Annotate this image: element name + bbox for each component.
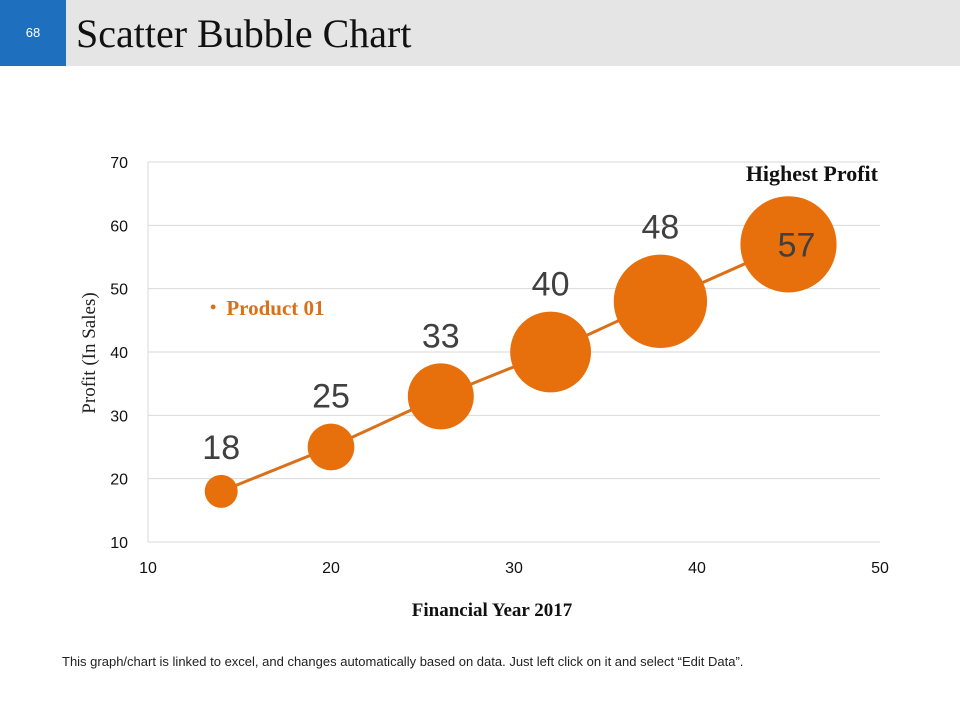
data-labels: 18 25 33 40 48 57 xyxy=(202,209,815,467)
bubble-point xyxy=(407,363,474,430)
page-number: 68 xyxy=(0,0,66,66)
y-tick-label: 70 xyxy=(110,155,128,172)
legend-bullet-icon: • xyxy=(210,297,217,317)
legend-entry: Product 01 xyxy=(226,296,325,320)
bubble-point xyxy=(740,196,837,293)
trend-line xyxy=(220,242,790,493)
y-tick-label: 50 xyxy=(110,282,128,299)
x-tick-label: 40 xyxy=(688,560,706,577)
x-tick-label: 30 xyxy=(505,560,523,577)
data-label: 48 xyxy=(641,209,679,247)
bubble-point xyxy=(307,423,355,471)
legend: • Product 01 xyxy=(210,296,325,321)
x-tick-label: 20 xyxy=(322,560,340,577)
y-tick-label: 30 xyxy=(110,408,128,425)
data-label: 18 xyxy=(202,429,240,467)
y-axis-label: Profit (In Sales) xyxy=(79,292,100,414)
y-tick-label: 40 xyxy=(110,345,128,362)
data-label: 25 xyxy=(312,378,350,416)
footnote: This graph/chart is linked to excel, and… xyxy=(62,654,744,669)
x-tick-label: 10 xyxy=(139,560,157,577)
x-axis-label: Financial Year 2017 xyxy=(411,600,573,621)
bubble-point xyxy=(510,311,592,393)
series-line xyxy=(220,242,790,493)
slide-title: Scatter Bubble Chart xyxy=(76,11,412,56)
axes: 10 20 30 40 50 60 70 10 20 30 40 50 xyxy=(110,155,889,577)
bubbles xyxy=(204,196,837,508)
data-label: 40 xyxy=(532,266,570,304)
bubble-point xyxy=(204,474,238,508)
slide-header: 68 Scatter Bubble Chart xyxy=(0,0,960,66)
y-tick-label: 60 xyxy=(110,218,128,235)
x-tick-label: 50 xyxy=(871,560,889,577)
data-label: 33 xyxy=(422,317,460,355)
data-label: 57 xyxy=(778,226,816,264)
y-tick-label: 10 xyxy=(110,535,128,552)
y-tick-label: 20 xyxy=(110,472,128,489)
highest-profit-annotation: Highest Profit xyxy=(745,161,878,186)
bubble-point xyxy=(613,254,708,349)
